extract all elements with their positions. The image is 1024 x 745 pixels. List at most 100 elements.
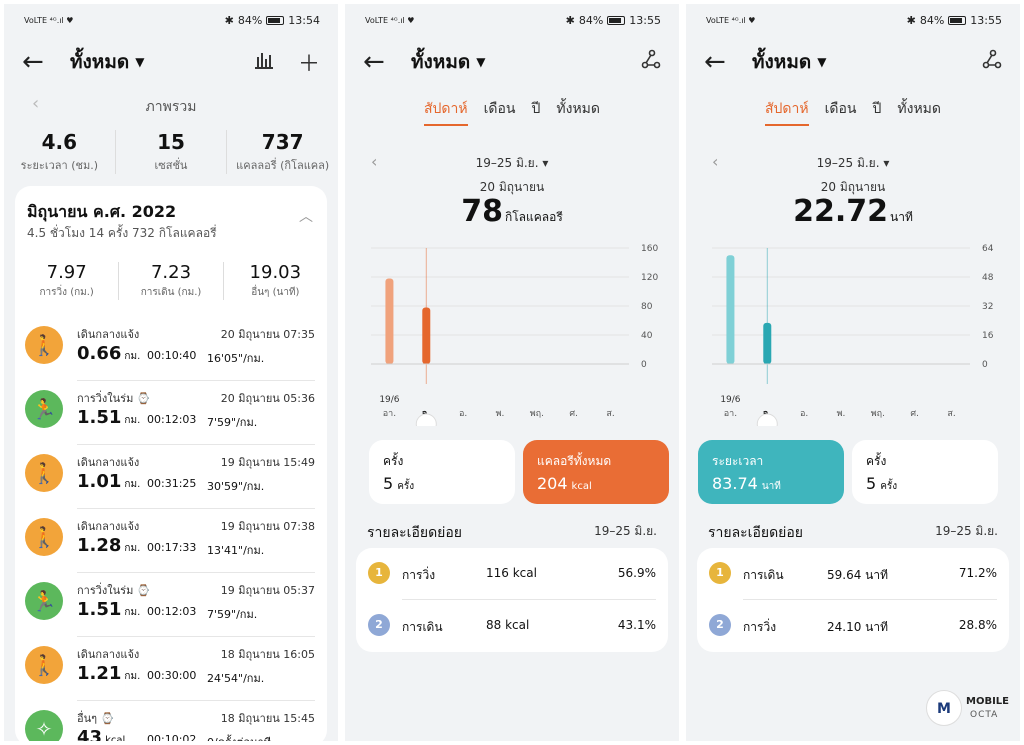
back-arrow-icon[interactable]: ←: [22, 47, 44, 77]
summary-value: 4.6: [41, 130, 78, 154]
activity-pace: 7'59"/กม.: [207, 608, 258, 621]
metric-tiles: ระยะเวลา 83.74 นาที ครั้ง 5 ครั้ง: [686, 440, 1020, 510]
app-bar: ← ทั้งหมด ▼: [686, 40, 1020, 84]
treadmill-icon: 🏃: [25, 390, 63, 428]
page-title[interactable]: ทั้งหมด: [70, 51, 130, 73]
activity-name: อื่นๆ ⌚: [77, 712, 115, 725]
tile-number: 5: [866, 474, 877, 493]
x-tick-label: พฤ.: [530, 409, 544, 419]
dropdown-caret-icon[interactable]: ▼: [135, 55, 145, 69]
x-tick-label: พ.: [837, 409, 846, 419]
date-range: ‹ 19–25 มิ.ย. ▾: [345, 152, 679, 173]
bar-0[interactable]: [385, 278, 394, 364]
activity-duration: 00:10:40: [147, 349, 197, 362]
detail-title: รายละเอียดย่อย: [367, 525, 462, 541]
stat-label: การวิ่ง (กม.): [39, 287, 94, 298]
app-bar: ← ทั้งหมด ▼: [345, 40, 679, 84]
y-tick-label: 48: [982, 273, 994, 283]
activity-row[interactable]: 🚶 เดินกลางแจ้ง 18 มิถุนายน 16:05 1.21 กม. 00:…: [15, 638, 327, 701]
detail-value: 116 kcal: [486, 566, 537, 580]
detail-value: 59.64 นาที: [827, 568, 889, 582]
tab-month[interactable]: เดือน: [824, 101, 857, 117]
distance-value: 1.51: [77, 407, 122, 428]
month-stat-running: 7.97 การวิ่ง (กม.): [15, 262, 120, 300]
bar-0[interactable]: [726, 255, 735, 364]
period-tabs: สัปดาห์ เดือน ปี ทั้งหมด: [686, 98, 1020, 126]
dropdown-caret-icon[interactable]: ▾: [542, 156, 549, 170]
chart-scrub-handle[interactable]: [415, 413, 437, 426]
tile-value: 5 ครั้ง: [866, 474, 897, 494]
dropdown-caret-icon[interactable]: ▼: [817, 55, 827, 69]
tab-week[interactable]: สัปดาห์: [765, 98, 809, 126]
summary-label: แคลลอรี่ (กิโลแคล): [236, 159, 330, 172]
activity-row[interactable]: 🏃 การวิ่งในร่ม ⌚ 19 มิถุนายน 05:37 1.51 กม. 0…: [15, 574, 327, 637]
tile-count[interactable]: ครั้ง 5 ครั้ง: [852, 440, 998, 504]
period-tabs: สัปดาห์ เดือน ปี ทั้งหมด: [345, 98, 679, 126]
back-arrow-icon[interactable]: ←: [704, 47, 726, 77]
activity-date: 19 มิถุนายน 05:37: [220, 584, 315, 597]
y-tick-label: 120: [641, 273, 658, 283]
value-unit: กิโลแคลอรี: [504, 210, 563, 224]
activity-date: 18 มิถุนายน 16:05: [220, 648, 315, 661]
activity-row[interactable]: 🚶 เดินกลางแจ้ง 19 มิถุนายน 15:49 1.01 กม. 00:…: [15, 446, 327, 509]
tile-count[interactable]: ครั้ง 5 ครั้ง: [369, 440, 515, 504]
battery-percent: 84%: [578, 13, 604, 27]
detail-header: รายละเอียดย่อย 19–25 มิ.ย.: [708, 522, 998, 544]
network-icons: VoLTE ⁴ᴳ.ıl ♥: [706, 15, 756, 25]
tab-year[interactable]: ปี: [531, 101, 541, 117]
tile-label: ครั้ง: [866, 454, 887, 468]
chevron-left-icon[interactable]: ‹: [32, 93, 40, 114]
bluetooth-icon: ✱: [906, 13, 916, 27]
detail-value: 24.10 นาที: [827, 620, 889, 634]
range-label[interactable]: 19–25 มิ.ย.: [475, 156, 539, 170]
tab-month[interactable]: เดือน: [483, 101, 516, 117]
add-icon[interactable]: ＋: [297, 52, 320, 77]
activity-date: 20 มิถุนายน 07:35: [220, 328, 315, 341]
detail-row[interactable]: 1 การวิ่ง 116 kcal 56.9%: [356, 548, 668, 600]
page-title[interactable]: ทั้งหมด: [411, 51, 471, 73]
detail-percent: 56.9%: [617, 566, 656, 580]
month-stat-other: 19.03 อื่นๆ (นาที): [224, 262, 327, 300]
dropdown-caret-icon[interactable]: ▾: [883, 156, 890, 170]
page-title[interactable]: ทั้งหมด: [752, 51, 812, 73]
stats-chart-icon[interactable]: [254, 50, 274, 75]
tab-all[interactable]: ทั้งหมด: [556, 101, 600, 117]
chevron-left-icon[interactable]: ‹: [371, 152, 378, 171]
y-tick-label: 40: [641, 331, 653, 341]
detail-name: การวิ่ง: [402, 568, 436, 582]
chart-scrub-handle[interactable]: [756, 413, 778, 426]
activity-name: เดินกลางแจ้ง: [77, 456, 140, 469]
gold-medal-icon: 1: [368, 562, 390, 584]
bluetooth-icon: ✱: [224, 13, 234, 27]
tab-week[interactable]: สัปดาห์: [424, 98, 468, 126]
tile-total-calories[interactable]: แคลอรีทั้งหมด 204 kcal: [523, 440, 669, 504]
activity-row[interactable]: 🚶 เดินกลางแจ้ง 20 มิถุนายน 07:35 0.66 กม. 00:…: [15, 318, 327, 381]
share-icon[interactable]: [982, 49, 1002, 75]
watermark-logo: M MOBILE OCTA: [926, 690, 1014, 732]
chevron-left-icon[interactable]: ‹: [712, 152, 719, 171]
range-label[interactable]: 19–25 มิ.ย.: [816, 156, 880, 170]
detail-name: การเดิน: [402, 620, 443, 634]
tile-duration[interactable]: ระยะเวลา 83.74 นาที: [698, 440, 844, 504]
detail-row[interactable]: 1 การเดิน 59.64 นาที 71.2%: [697, 548, 1009, 600]
activity-pace: 24'54"/กม.: [207, 672, 265, 685]
activity-date: 20 มิถุนายน 05:36: [220, 392, 315, 405]
activity-distance: 0.66 กม.: [77, 343, 140, 364]
activity-distance: 1.51 กม.: [77, 407, 140, 428]
tile-label: ระยะเวลา: [712, 454, 764, 468]
detail-row[interactable]: 2 การเดิน 88 kcal 43.1%: [356, 600, 668, 652]
detail-row[interactable]: 2 การวิ่ง 24.10 นาที 28.8%: [697, 600, 1009, 652]
share-icon[interactable]: [641, 49, 661, 75]
activity-row[interactable]: 🚶 เดินกลางแจ้ง 19 มิถุนายน 07:38 1.28 กม. 00:…: [15, 510, 327, 573]
chevron-up-icon[interactable]: ︿: [299, 209, 313, 225]
overview-row: ‹ ภาพรวม: [4, 93, 338, 118]
activity-row[interactable]: 🏃 การวิ่งในร่ม ⌚ 20 มิถุนายน 05:36 1.51 กม. 0…: [15, 382, 327, 445]
tab-year[interactable]: ปี: [872, 101, 882, 117]
bluetooth-icon: ✱: [565, 13, 575, 27]
back-arrow-icon[interactable]: ←: [363, 47, 385, 77]
dropdown-caret-icon[interactable]: ▼: [476, 55, 486, 69]
tab-all[interactable]: ทั้งหมด: [897, 101, 941, 117]
